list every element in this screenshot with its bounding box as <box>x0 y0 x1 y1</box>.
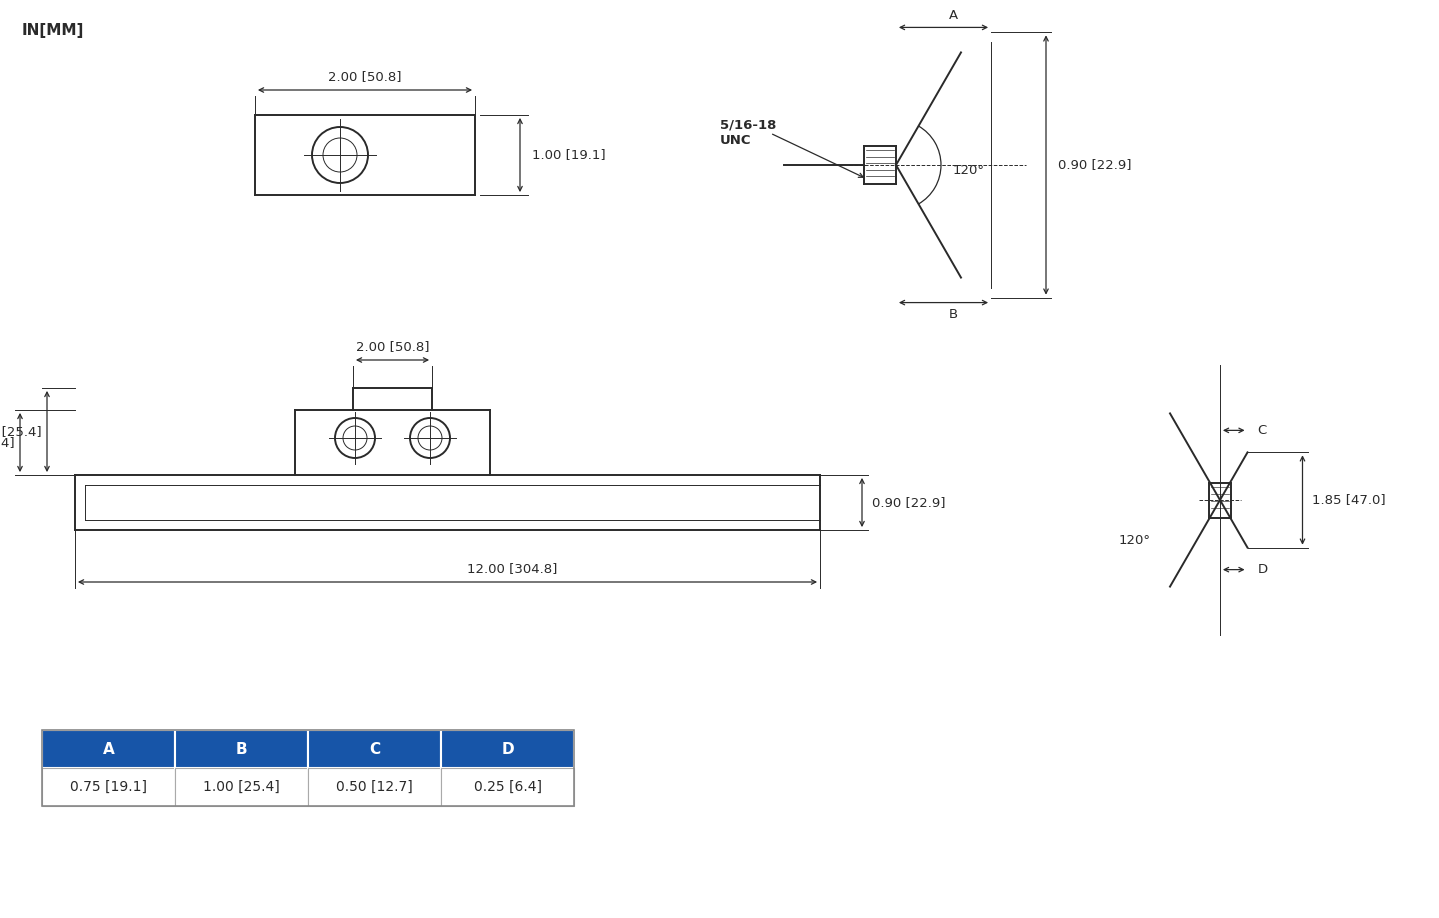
Bar <box>440 730 574 768</box>
Text: D: D <box>1258 563 1268 577</box>
Text: 5/16-18: 5/16-18 <box>720 118 777 131</box>
Bar <box>440 768 574 806</box>
Text: 120°: 120° <box>1120 533 1151 546</box>
Text: 0.50 [12.7]: 0.50 [12.7] <box>337 780 413 794</box>
Text: C: C <box>1258 424 1266 437</box>
Text: 0.75 [19.1]: 0.75 [19.1] <box>71 780 147 794</box>
Text: 0.25 [6.4]: 0.25 [6.4] <box>473 780 541 794</box>
Text: 1.00 [25.4]: 1.00 [25.4] <box>203 780 279 794</box>
Text: 2.00 [50.8]: 2.00 [50.8] <box>355 341 429 353</box>
Text: 2.00 [50.8]: 2.00 [50.8] <box>328 71 401 84</box>
Text: UNC: UNC <box>720 135 751 148</box>
Bar <box>308 730 440 768</box>
Text: 0.90 [22.9]: 0.90 [22.9] <box>872 496 945 509</box>
Bar <box>176 768 308 806</box>
Bar <box>42 730 574 806</box>
Text: B: B <box>236 742 248 756</box>
Bar <box>308 768 440 806</box>
Text: A: A <box>948 9 958 22</box>
Text: 1.85 [47.0]: 1.85 [47.0] <box>1312 494 1386 507</box>
Bar <box>42 730 176 768</box>
Text: C: C <box>368 742 380 756</box>
Text: 12.00 [304.8]: 12.00 [304.8] <box>468 563 558 576</box>
Text: B: B <box>948 308 958 321</box>
Text: 0.90 [22.9]: 0.90 [22.9] <box>1058 159 1131 172</box>
Text: D: D <box>501 742 514 756</box>
Text: 1.00 [25.4]: 1.00 [25.4] <box>0 436 14 449</box>
Text: 1.00 [19.1]: 1.00 [19.1] <box>532 149 606 162</box>
Text: IN[MM]: IN[MM] <box>22 23 85 38</box>
Text: A: A <box>102 742 114 756</box>
Bar <box>176 730 308 768</box>
Bar <box>42 768 176 806</box>
Text: 1.00 [25.4]: 1.00 [25.4] <box>0 425 42 438</box>
Text: 120°: 120° <box>953 163 986 176</box>
